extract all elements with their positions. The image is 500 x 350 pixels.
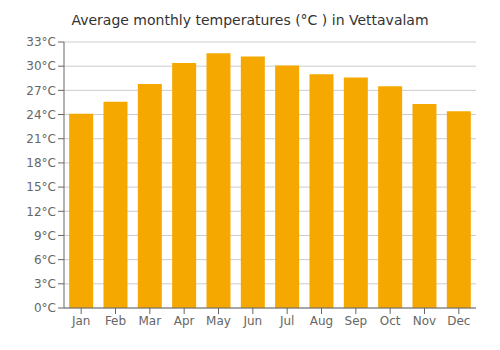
svg-text:12°C: 12°C — [26, 205, 56, 219]
svg-text:Jan: Jan — [71, 314, 91, 328]
svg-text:Feb: Feb — [105, 314, 126, 328]
svg-text:Aug: Aug — [310, 314, 333, 328]
html-text:Average monthly temperatures (: Average monthly temperatures (°C ) in Ve… — [71, 12, 429, 28]
svg-text:Oct: Oct — [380, 314, 401, 328]
svg-text:Mar: Mar — [139, 314, 162, 328]
svg-text:6°C: 6°C — [34, 253, 56, 267]
svg-text:15°C: 15°C — [26, 180, 56, 194]
svg-text:9°C: 9°C — [34, 229, 56, 243]
svg-text:Jul: Jul — [279, 314, 294, 328]
svg-text:Apr: Apr — [174, 314, 195, 328]
svg-text:21°C: 21°C — [26, 132, 56, 146]
svg-text:27°C: 27°C — [26, 84, 56, 98]
svg-text:May: May — [206, 314, 231, 328]
svg-text:Sep: Sep — [345, 314, 368, 328]
svg-text:Jun: Jun — [242, 314, 262, 328]
svg-text:Nov: Nov — [413, 314, 436, 328]
svg-text:24°C: 24°C — [26, 108, 56, 122]
svg-text:0°C: 0°C — [34, 301, 56, 315]
svg-text:18°C: 18°C — [26, 156, 56, 170]
svg-text:Dec: Dec — [447, 314, 470, 328]
svg-text:3°C: 3°C — [34, 277, 56, 291]
svg-text:33°C: 33°C — [26, 35, 56, 49]
svg-text:30°C: 30°C — [26, 59, 56, 73]
